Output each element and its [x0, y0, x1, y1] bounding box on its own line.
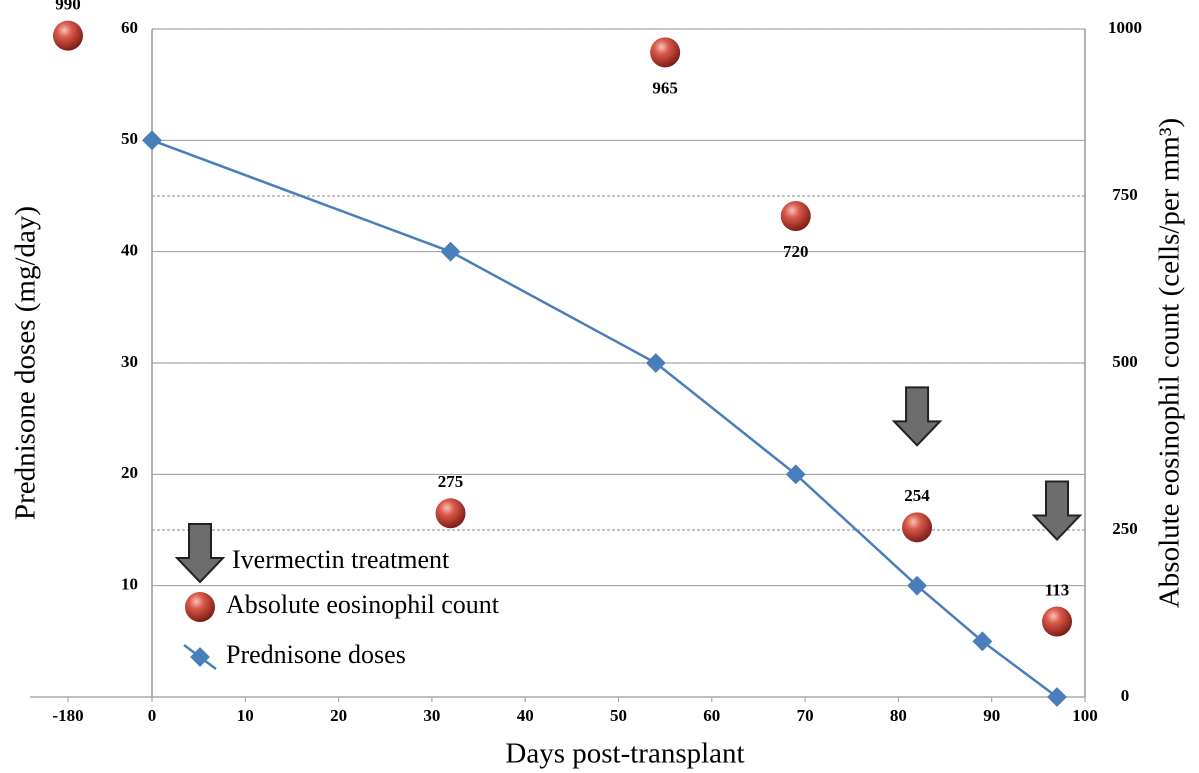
sphere-marker — [1042, 606, 1073, 637]
x-tick-label: -180 — [52, 706, 83, 725]
y-tick-label: 10 — [121, 575, 138, 594]
x-tick-label: 10 — [237, 706, 254, 725]
x-tick-label: 30 — [423, 706, 440, 725]
sphere-marker — [53, 20, 83, 51]
data-label: 113 — [1045, 580, 1070, 599]
sphere-marker — [185, 592, 215, 622]
y-tick-label: 40 — [121, 241, 138, 260]
y2-tick-label: 500 — [1112, 352, 1138, 371]
y2-axis-title: Absolute eosinophil count (cells/per mm³… — [1154, 118, 1186, 608]
y-tick-label: 50 — [121, 129, 138, 148]
y2-tick-label: 250 — [1112, 519, 1138, 538]
y2-tick-label: 1000 — [1108, 18, 1142, 37]
x-tick-label: 0 — [148, 706, 157, 725]
x-axis-title: Days post-transplant — [505, 738, 744, 770]
sphere-marker — [435, 498, 466, 529]
diamond-marker — [972, 631, 993, 652]
legend-label: Prednisone doses — [226, 640, 406, 669]
diamond-marker — [785, 464, 806, 485]
diamond-marker — [645, 353, 666, 373]
diamond-marker — [142, 130, 162, 151]
x-tick-label: 80 — [890, 706, 907, 725]
x-tick-label: 60 — [703, 706, 720, 725]
y-tick-label: 20 — [121, 463, 138, 482]
x-tick-label: 40 — [517, 706, 534, 725]
diamond-marker — [190, 647, 210, 667]
x-tick-label: 100 — [1072, 706, 1098, 725]
y-axis-title: Prednisone doses (mg/day) — [10, 206, 42, 520]
x-tick-label: 90 — [983, 706, 1000, 725]
legend-label: Absolute eosinophil count — [226, 590, 500, 619]
data-label: 254 — [904, 486, 930, 505]
x-tick-label: 50 — [610, 706, 627, 725]
sphere-marker — [780, 201, 811, 232]
arrow-marker — [174, 523, 226, 584]
x-tick-label: 70 — [797, 706, 814, 725]
arrow-marker — [891, 386, 943, 447]
arrow-marker — [1031, 480, 1083, 541]
y-tick-label: 60 — [121, 18, 138, 37]
legend-label: Ivermectin treatment — [232, 545, 450, 574]
sphere-marker — [902, 512, 933, 543]
data-label: 990 — [55, 0, 81, 14]
data-label: 275 — [438, 472, 464, 491]
y-tick-label: 30 — [121, 352, 138, 371]
sphere-marker — [650, 37, 681, 68]
y2-tick-label: 0 — [1121, 686, 1130, 705]
diamond-marker — [907, 575, 927, 596]
data-label: 720 — [783, 242, 809, 261]
diamond-marker — [440, 241, 461, 262]
diamond-marker — [1047, 687, 1067, 707]
x-tick-label: 20 — [330, 706, 347, 725]
y2-tick-label: 750 — [1112, 185, 1138, 204]
data-label: 965 — [652, 78, 678, 97]
